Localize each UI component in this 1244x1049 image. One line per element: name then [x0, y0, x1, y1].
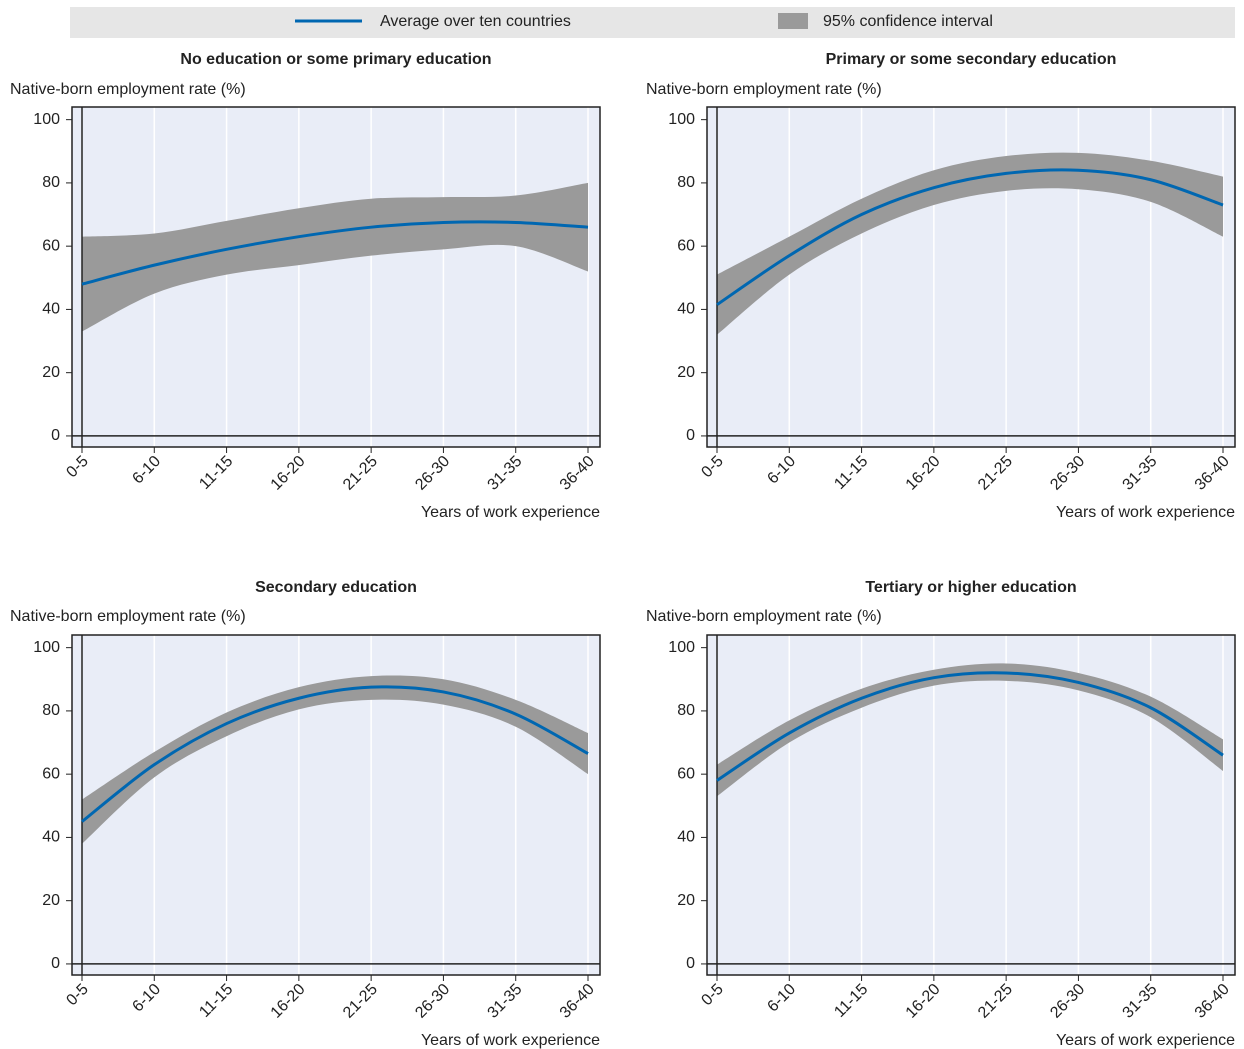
y-tick-label: 0	[686, 427, 695, 444]
y-tick-label: 40	[677, 829, 695, 846]
x-tick-label: 31-35	[485, 981, 526, 1022]
plot-frame	[71, 634, 601, 976]
legend-label: Average over ten countries	[380, 13, 571, 30]
x-tick-label: 16-20	[903, 453, 944, 494]
x-tick-label: 36-40	[557, 981, 598, 1022]
y-tick-label: 60	[677, 237, 695, 254]
x-tick-label: 16-20	[903, 981, 944, 1022]
x-tick-label: 0-5	[63, 981, 91, 1009]
y-tick-label: 40	[677, 301, 695, 318]
y-tick-label: 100	[33, 639, 60, 656]
x-tick-label: 31-35	[1120, 981, 1161, 1022]
y-tick-label: 80	[677, 174, 695, 191]
y-axis-label: Native-born employment rate (%)	[646, 608, 882, 625]
y-tick-label: 100	[33, 111, 60, 128]
y-tick-label: 60	[42, 237, 60, 254]
x-tick-label: 6-10	[764, 981, 799, 1016]
x-tick-label: 31-35	[1120, 453, 1161, 494]
panel-title: No education or some primary education	[180, 51, 491, 68]
average-line	[81, 685, 589, 823]
y-tick-label: 100	[668, 639, 695, 656]
x-tick-label: 21-25	[340, 453, 381, 494]
plot-frame	[706, 106, 1236, 448]
average-line	[716, 671, 1224, 782]
y-tick-label: 0	[686, 955, 695, 972]
x-tick-label: 21-25	[340, 981, 381, 1022]
plot-frame	[71, 106, 601, 448]
x-tick-label: 16-20	[268, 981, 309, 1022]
x-tick-label: 0-5	[63, 453, 91, 481]
x-tick-label: 21-25	[975, 453, 1016, 494]
x-tick-label: 26-30	[412, 453, 453, 494]
legend-band-swatch	[778, 13, 808, 29]
y-tick-label: 60	[677, 765, 695, 782]
x-tick-label: 11-15	[196, 453, 236, 493]
x-tick-label: 36-40	[557, 453, 598, 494]
plot-background	[707, 107, 1235, 447]
plot-frame	[706, 634, 1236, 976]
confidence-band	[82, 182, 588, 332]
y-tick-label: 40	[42, 301, 60, 318]
y-axis-label: Native-born employment rate (%)	[10, 81, 246, 98]
y-tick-label: 20	[677, 364, 695, 381]
panel-title: Tertiary or higher education	[865, 579, 1076, 596]
y-tick-label: 20	[42, 364, 60, 381]
x-axis-label: Years of work experience	[421, 1032, 600, 1049]
x-axis-label: Years of work experience	[421, 504, 600, 521]
y-tick-label: 80	[42, 174, 60, 191]
confidence-band	[717, 152, 1223, 335]
legend-background	[70, 7, 1235, 38]
x-axis-label: Years of work experience	[1056, 504, 1235, 521]
x-tick-label: 0-5	[698, 981, 726, 1009]
y-tick-label: 0	[51, 955, 60, 972]
y-axis-label: Native-born employment rate (%)	[646, 81, 882, 98]
y-tick-label: 20	[677, 892, 695, 909]
x-axis-label: Years of work experience	[1056, 1032, 1235, 1049]
x-tick-label: 6-10	[129, 453, 164, 488]
y-tick-label: 100	[668, 111, 695, 128]
x-tick-label: 16-20	[268, 453, 309, 494]
panel-title: Primary or some secondary education	[826, 51, 1117, 68]
plot-background	[707, 635, 1235, 975]
legend-label: 95% confidence interval	[823, 13, 993, 30]
x-tick-label: 36-40	[1192, 453, 1233, 494]
y-tick-label: 40	[42, 829, 60, 846]
y-tick-label: 20	[42, 892, 60, 909]
x-tick-label: 26-30	[1047, 981, 1088, 1022]
average-line	[81, 220, 589, 286]
y-tick-label: 0	[51, 427, 60, 444]
x-tick-label: 11-15	[196, 981, 236, 1021]
x-tick-label: 0-5	[698, 453, 726, 481]
x-tick-label: 11-15	[831, 981, 871, 1021]
y-tick-label: 60	[42, 765, 60, 782]
x-tick-label: 26-30	[1047, 453, 1088, 494]
panel-title: Secondary education	[255, 579, 417, 596]
x-tick-label: 6-10	[129, 981, 164, 1016]
x-tick-label: 11-15	[831, 453, 871, 493]
x-tick-label: 6-10	[764, 453, 799, 488]
x-tick-label: 36-40	[1192, 981, 1233, 1022]
y-tick-label: 80	[42, 702, 60, 719]
y-axis-label: Native-born employment rate (%)	[10, 608, 246, 625]
y-tick-label: 80	[677, 702, 695, 719]
x-tick-label: 31-35	[485, 453, 526, 494]
x-tick-label: 26-30	[412, 981, 453, 1022]
confidence-band	[717, 663, 1223, 797]
average-line	[716, 168, 1224, 306]
x-tick-label: 21-25	[975, 981, 1016, 1022]
